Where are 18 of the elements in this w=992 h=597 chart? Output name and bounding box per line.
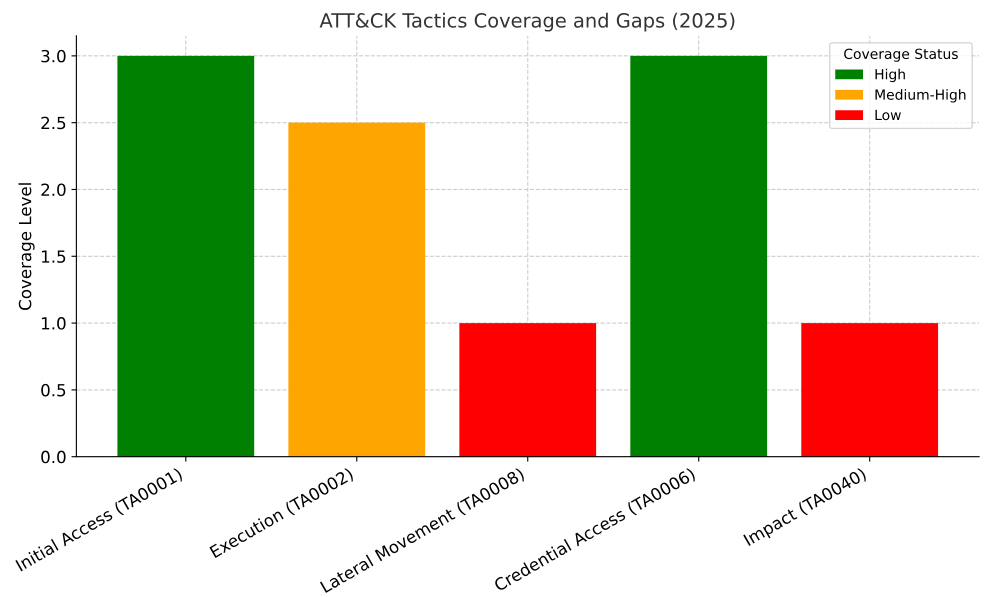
bar (459, 323, 596, 457)
y-tick-label: 1.5 (42, 250, 66, 263)
chart-title: ATT&CK Tactics Coverage and Gaps (2025) (320, 12, 734, 32)
y-tick-label: 2.5 (41, 116, 66, 130)
legend-label: High (875, 68, 905, 82)
legend-title: Coverage Status (844, 48, 958, 62)
y-tick-label: 2.0 (41, 183, 66, 196)
y-tick-label: 0.0 (41, 450, 66, 464)
y-tick-label: 1.0 (42, 317, 66, 330)
bar (288, 122, 426, 457)
bar (630, 56, 768, 457)
legend-label: Low (875, 110, 901, 120)
y-tick-label: 3.0 (41, 50, 66, 62)
bar (801, 323, 938, 457)
y-tick-label: 0.5 (41, 384, 66, 396)
bar (117, 56, 254, 457)
legend-label: Medium-High (875, 89, 966, 103)
y-axis-title: Coverage Level (18, 183, 35, 310)
